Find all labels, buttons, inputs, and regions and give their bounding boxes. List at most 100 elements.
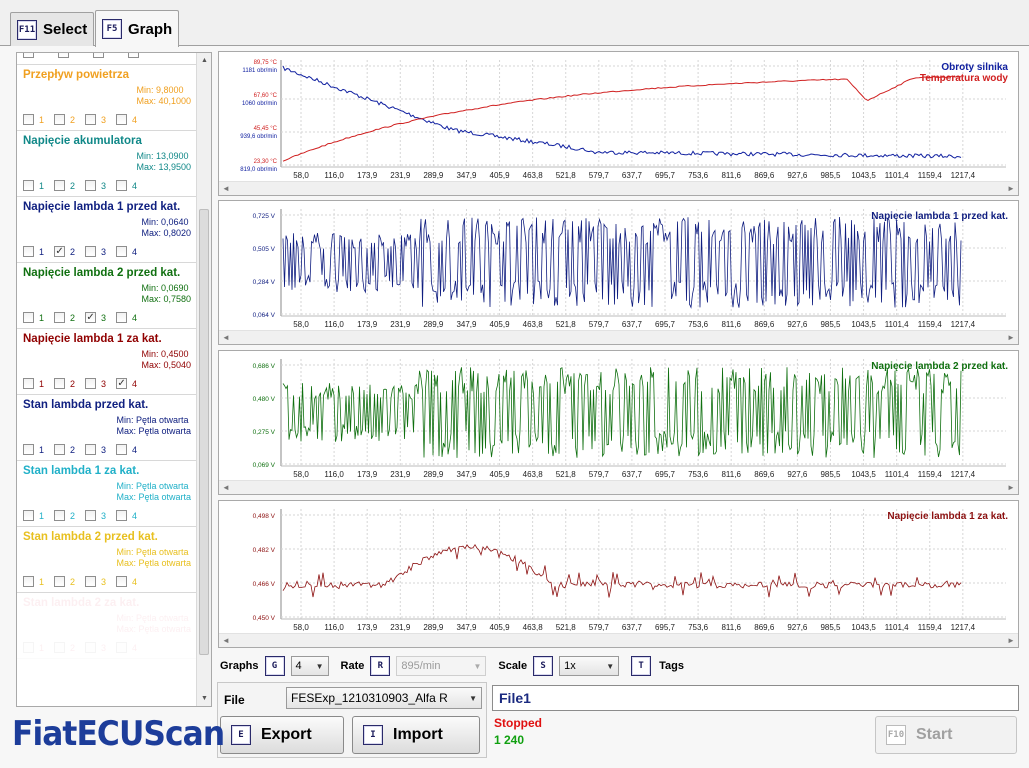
graph-checkbox-item[interactable]: 1: [23, 312, 44, 323]
graph-checkbox-item[interactable]: 1: [23, 246, 44, 257]
checkbox[interactable]: [23, 642, 34, 653]
checkbox[interactable]: [23, 312, 34, 323]
graph-1[interactable]: 58,0 116,0 173,9 231,9 289,9 347,9 405,9 463,8 5…: [218, 51, 1019, 196]
graph-checkbox-item[interactable]: 2: [54, 378, 75, 389]
graph-checkbox-item[interactable]: 3: [85, 642, 106, 653]
graph-checkbox-item[interactable]: 1: [23, 576, 44, 587]
scroll-right-icon[interactable]: ►: [1007, 184, 1015, 193]
checkbox[interactable]: [54, 642, 66, 653]
checkbox[interactable]: [23, 444, 34, 455]
tab-graph[interactable]: F5 Graph: [95, 10, 180, 47]
checkbox[interactable]: ✓: [116, 378, 128, 389]
graph-checkbox-item[interactable]: 4: [116, 114, 137, 125]
checkbox[interactable]: [54, 510, 66, 521]
checkbox[interactable]: [54, 114, 66, 125]
tab-select[interactable]: F11 Select: [10, 12, 95, 46]
checkbox[interactable]: [54, 576, 66, 587]
sensor-list-scrollbar[interactable]: ▲ ▼: [196, 53, 211, 706]
checkbox[interactable]: [23, 510, 34, 521]
scroll-up-icon[interactable]: ▲: [201, 57, 208, 64]
checkbox[interactable]: [23, 576, 34, 587]
checkbox[interactable]: [85, 444, 97, 455]
checkbox[interactable]: [116, 312, 128, 323]
scroll-thumb[interactable]: [199, 209, 209, 655]
graph-checkbox-item[interactable]: 4: [116, 642, 137, 653]
graphs-select[interactable]: 4 ▼: [290, 656, 329, 676]
graph-checkbox-item[interactable]: 3: [85, 378, 106, 389]
graph-checkbox-item[interactable]: 4: [116, 312, 137, 323]
graph-checkbox-item[interactable]: ✓ 4: [116, 378, 137, 389]
checkbox[interactable]: [116, 444, 128, 455]
checkbox[interactable]: [116, 180, 128, 191]
checkbox[interactable]: [85, 114, 97, 125]
graph-checkbox-item[interactable]: 2: [54, 180, 75, 191]
scroll-left-icon[interactable]: ◄: [222, 184, 230, 193]
graph-checkbox-item[interactable]: 4: [116, 576, 137, 587]
graph-checkbox-item[interactable]: 3: [85, 576, 106, 587]
graph-4-scrollbar[interactable]: ◄ ►: [219, 633, 1018, 647]
checkbox[interactable]: [23, 53, 34, 58]
scroll-left-icon[interactable]: ◄: [222, 483, 230, 492]
import-button[interactable]: I Import: [352, 716, 480, 754]
tags-key-icon[interactable]: T: [631, 656, 652, 676]
graph-2-scrollbar[interactable]: ◄ ►: [219, 330, 1018, 344]
checkbox[interactable]: [54, 180, 66, 191]
checkbox[interactable]: [93, 53, 104, 58]
checkbox[interactable]: [23, 114, 34, 125]
graph-checkbox-item[interactable]: 2: [54, 444, 75, 455]
checkbox[interactable]: [23, 246, 34, 257]
checkbox[interactable]: [116, 246, 128, 257]
graph-checkbox-item[interactable]: 4: [116, 246, 137, 257]
checkbox[interactable]: [85, 576, 97, 587]
graph-4[interactable]: 58,0 116,0 173,9 231,9 289,9 347,9 405,9 463,8 5…: [218, 500, 1019, 648]
graph-checkbox-item[interactable]: ✓ 3: [85, 312, 106, 323]
graph-checkbox-item[interactable]: ✓ 2: [54, 246, 75, 257]
scroll-right-icon[interactable]: ►: [1007, 636, 1015, 645]
graph-checkbox-item[interactable]: 2: [54, 114, 75, 125]
rate-select[interactable]: 895/min ▼: [396, 656, 487, 676]
checkbox[interactable]: [85, 180, 97, 191]
checkbox[interactable]: ✓: [54, 246, 66, 257]
checkbox[interactable]: [54, 444, 66, 455]
checkbox[interactable]: [85, 378, 97, 389]
scroll-right-icon[interactable]: ►: [1007, 333, 1015, 342]
graph-checkbox-item[interactable]: 1: [23, 114, 44, 125]
checkbox[interactable]: [116, 114, 128, 125]
graph-checkbox-item[interactable]: 2: [54, 642, 75, 653]
graph-checkbox-item[interactable]: 1: [23, 378, 44, 389]
checkbox[interactable]: [23, 180, 34, 191]
scale-select[interactable]: 1x ▼: [559, 656, 620, 676]
checkbox[interactable]: ✓: [85, 312, 97, 323]
graph-checkbox-item[interactable]: 2: [54, 576, 75, 587]
tags-label[interactable]: Tags: [659, 660, 684, 672]
graph-checkbox-item[interactable]: 3: [85, 510, 106, 521]
graph-checkbox-item[interactable]: 4: [116, 180, 137, 191]
scroll-left-icon[interactable]: ◄: [222, 636, 230, 645]
file-select[interactable]: FESExp_1210310903_Alfa R ▼: [286, 687, 482, 709]
checkbox[interactable]: [54, 312, 66, 323]
graph-checkbox-item[interactable]: 4: [116, 444, 137, 455]
graph-checkbox-item[interactable]: 1: [23, 444, 44, 455]
scroll-left-icon[interactable]: ◄: [222, 333, 230, 342]
checkbox[interactable]: [116, 510, 128, 521]
start-button[interactable]: F10 Start: [875, 716, 1017, 754]
checkbox[interactable]: [54, 378, 66, 389]
graph-1-scrollbar[interactable]: ◄ ►: [219, 181, 1018, 195]
graph-checkbox-item[interactable]: 3: [85, 180, 106, 191]
graph-checkbox-item[interactable]: 1: [23, 180, 44, 191]
graph-2[interactable]: 58,0 116,0 173,9 231,9 289,9 347,9 405,9 463,8 5…: [218, 200, 1019, 345]
checkbox[interactable]: [128, 53, 139, 58]
checkbox[interactable]: [58, 53, 69, 58]
graph-checkbox-item[interactable]: 4: [116, 510, 137, 521]
scroll-right-icon[interactable]: ►: [1007, 483, 1015, 492]
graph-checkbox-item[interactable]: 3: [85, 246, 106, 257]
checkbox[interactable]: [23, 378, 34, 389]
graph-checkbox-item[interactable]: 2: [54, 312, 75, 323]
graph-checkbox-item[interactable]: 2: [54, 510, 75, 521]
checkbox[interactable]: [116, 642, 128, 653]
graph-checkbox-item[interactable]: 1: [23, 642, 44, 653]
file-name-field[interactable]: File1: [492, 685, 1019, 711]
scroll-down-icon[interactable]: ▼: [201, 695, 208, 702]
graph-3[interactable]: 58,0 116,0 173,9 231,9 289,9 347,9 405,9 463,8 5…: [218, 350, 1019, 495]
graph-checkbox-item[interactable]: 3: [85, 114, 106, 125]
